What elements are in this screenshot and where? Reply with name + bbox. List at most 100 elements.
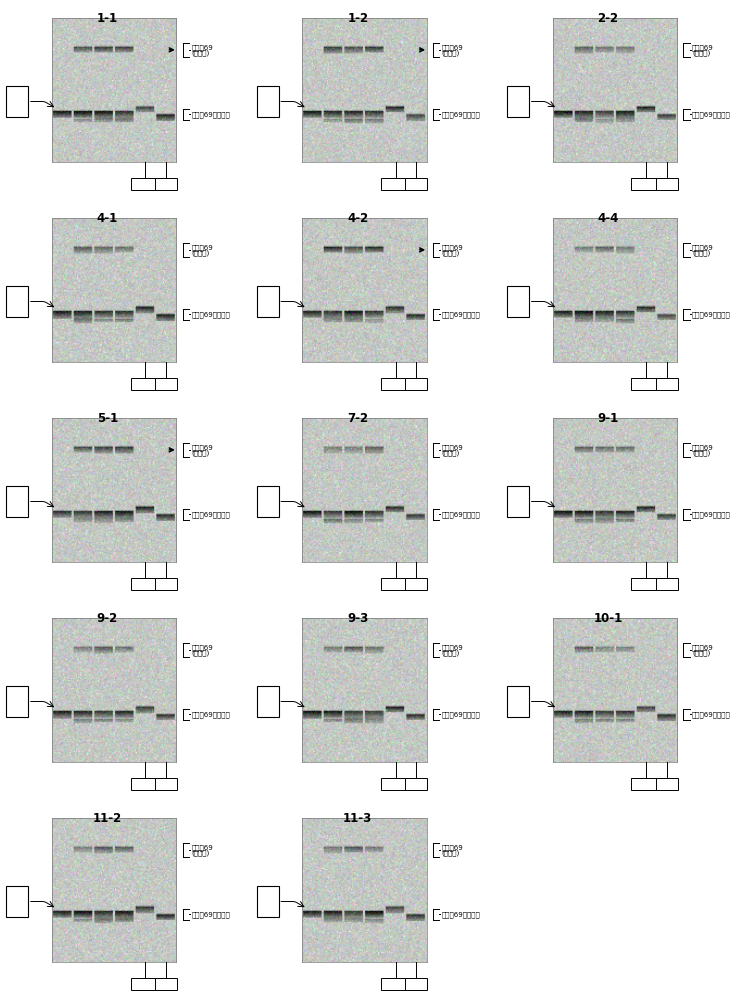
Text: 11-2: 11-2 <box>93 812 122 825</box>
Text: 4-4: 4-4 <box>597 212 619 225</box>
Text: (重组带): (重组带) <box>191 849 209 856</box>
Text: 日: 日 <box>265 885 270 894</box>
Text: 本: 本 <box>265 697 270 706</box>
Text: 交重5A: 交重5A <box>387 181 404 188</box>
Text: JP69: JP69 <box>159 581 173 587</box>
Text: 本: 本 <box>265 97 270 106</box>
Text: 日: 日 <box>15 485 20 494</box>
FancyBboxPatch shape <box>155 578 177 590</box>
FancyBboxPatch shape <box>631 578 661 590</box>
Text: 日: 日 <box>265 85 270 94</box>
Text: 本: 本 <box>516 297 520 306</box>
Text: 交重5A: 交重5A <box>387 381 404 388</box>
FancyBboxPatch shape <box>405 778 427 790</box>
FancyBboxPatch shape <box>507 686 529 717</box>
FancyBboxPatch shape <box>6 286 29 317</box>
Text: 日: 日 <box>265 485 270 494</box>
FancyBboxPatch shape <box>155 178 177 190</box>
Text: 交重儤69（主带）: 交重儤69（主带） <box>191 111 230 118</box>
Text: 9-2: 9-2 <box>97 612 118 625</box>
Text: 晓: 晓 <box>15 110 20 119</box>
Text: 本: 本 <box>265 297 270 306</box>
Text: 交重5A: 交重5A <box>638 181 655 188</box>
Text: JP69: JP69 <box>409 981 424 987</box>
Text: 晓: 晓 <box>15 510 20 519</box>
Text: 日: 日 <box>265 685 270 694</box>
Text: 晓: 晓 <box>265 110 270 119</box>
Text: 交重5A: 交重5A <box>137 181 154 188</box>
Text: 日: 日 <box>15 885 20 894</box>
Text: 2-2: 2-2 <box>598 12 619 25</box>
Text: 交重儤69: 交重儤69 <box>442 844 464 851</box>
Text: 本: 本 <box>15 897 20 906</box>
Text: JP69: JP69 <box>159 181 173 187</box>
FancyBboxPatch shape <box>507 286 529 317</box>
Text: 晓: 晓 <box>265 910 270 919</box>
Text: JP69: JP69 <box>660 781 674 787</box>
Text: 晓: 晓 <box>265 510 270 519</box>
FancyBboxPatch shape <box>257 886 279 917</box>
Text: 交重儤69: 交重儤69 <box>692 44 713 51</box>
Text: JP69: JP69 <box>660 381 674 387</box>
Text: 交重儤69（主带）: 交重儤69（主带） <box>442 311 480 318</box>
Text: 交重5A: 交重5A <box>387 981 404 988</box>
FancyBboxPatch shape <box>381 378 411 390</box>
Text: JP69: JP69 <box>409 381 424 387</box>
FancyBboxPatch shape <box>656 778 678 790</box>
Text: 本: 本 <box>15 697 20 706</box>
FancyBboxPatch shape <box>257 286 279 317</box>
FancyBboxPatch shape <box>155 778 177 790</box>
FancyBboxPatch shape <box>155 378 177 390</box>
Text: 晓: 晓 <box>516 510 520 519</box>
FancyBboxPatch shape <box>381 778 411 790</box>
Text: 交重儤69: 交重儤69 <box>191 244 213 251</box>
Text: (重组带): (重组带) <box>442 449 460 456</box>
Text: 日: 日 <box>516 485 520 494</box>
FancyBboxPatch shape <box>405 578 427 590</box>
Text: 本: 本 <box>265 897 270 906</box>
Text: 交重5A: 交重5A <box>137 381 154 388</box>
Text: 交重儤69: 交重儤69 <box>692 244 713 251</box>
Text: 交重儤69: 交重儤69 <box>442 444 464 451</box>
FancyBboxPatch shape <box>656 578 678 590</box>
FancyBboxPatch shape <box>257 686 279 717</box>
Text: 日: 日 <box>15 285 20 294</box>
Text: 9-3: 9-3 <box>347 612 368 625</box>
FancyBboxPatch shape <box>6 486 29 517</box>
Text: 11-3: 11-3 <box>343 812 372 825</box>
Text: 晓: 晓 <box>15 310 20 319</box>
Text: JP69: JP69 <box>660 581 674 587</box>
Text: JP69: JP69 <box>159 781 173 787</box>
FancyBboxPatch shape <box>6 686 29 717</box>
FancyBboxPatch shape <box>257 486 279 517</box>
Text: 交重儤69: 交重儤69 <box>442 644 464 651</box>
Text: 5-1: 5-1 <box>97 412 118 425</box>
Text: 本: 本 <box>516 97 520 106</box>
Text: 交重儤69（主带）: 交重儤69（主带） <box>692 511 731 518</box>
Text: 本: 本 <box>15 97 20 106</box>
Text: 日: 日 <box>15 685 20 694</box>
FancyBboxPatch shape <box>6 886 29 917</box>
Text: 交重儤69（主带）: 交重儤69（主带） <box>692 111 731 118</box>
Text: 晓: 晓 <box>265 710 270 719</box>
Text: 7-2: 7-2 <box>347 412 368 425</box>
Text: 交重儤69: 交重儤69 <box>442 244 464 251</box>
FancyBboxPatch shape <box>131 978 160 990</box>
Text: JP69: JP69 <box>409 781 424 787</box>
Text: (重组带): (重组带) <box>442 249 460 256</box>
Text: 交重儤69: 交重儤69 <box>191 644 213 651</box>
Text: 交重5A: 交重5A <box>137 581 154 588</box>
Text: 交重儤69（主带）: 交重儤69（主带） <box>191 711 230 718</box>
Text: JP69: JP69 <box>159 381 173 387</box>
Text: 4-2: 4-2 <box>347 212 368 225</box>
Text: (重组带): (重组带) <box>692 249 710 256</box>
FancyBboxPatch shape <box>131 578 160 590</box>
Text: (重组带): (重组带) <box>692 49 710 56</box>
Text: 交重儤69（主带）: 交重儤69（主带） <box>692 311 731 318</box>
Text: 交重儤69（主带）: 交重儤69（主带） <box>442 711 480 718</box>
Text: 交重儤69: 交重儤69 <box>191 44 213 51</box>
Text: 交重儤69: 交重儤69 <box>191 844 213 851</box>
FancyBboxPatch shape <box>131 178 160 190</box>
Text: 本: 本 <box>15 497 20 506</box>
Text: (重组带): (重组带) <box>442 649 460 656</box>
